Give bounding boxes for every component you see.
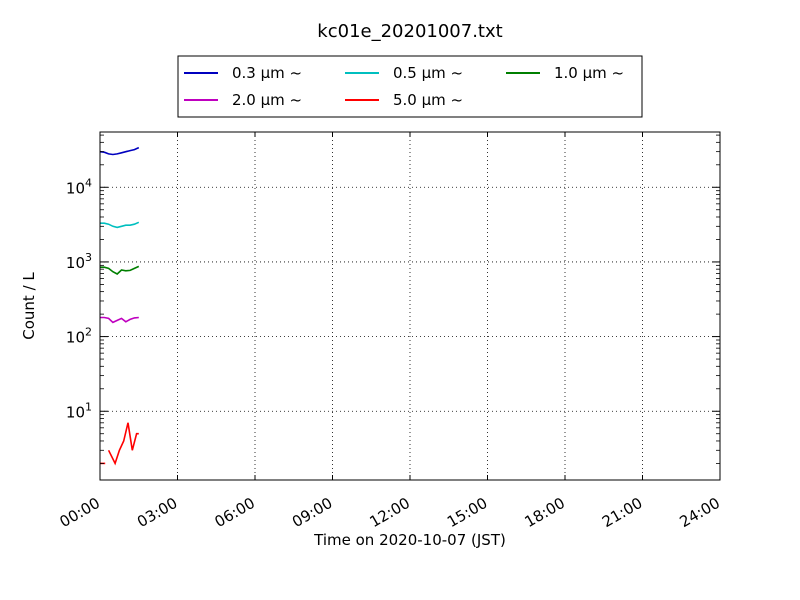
y-tick-label: 104	[66, 176, 92, 197]
series-line	[100, 221, 140, 229]
x-tick-label: 15:00	[444, 494, 490, 531]
y-tick-label: 101	[66, 400, 92, 421]
x-tick-label: 00:00	[57, 494, 103, 531]
axis-ticks: 00:00 03:00 06:00 09:00 12:00 15:00 18:00 21:00…	[57, 132, 723, 531]
y-axis-label: Count / L	[20, 272, 38, 340]
series-line	[100, 316, 139, 324]
x-tick-label: 03:00	[134, 494, 180, 531]
legend-label: 5.0 μm ~	[393, 91, 463, 109]
series-line	[107, 422, 139, 466]
x-tick-label: 09:00	[289, 494, 335, 531]
legend-label: 1.0 μm ~	[554, 64, 624, 82]
y-tick-label: 103	[66, 251, 92, 272]
series-line	[99, 146, 140, 156]
x-tick-label: 18:00	[522, 494, 568, 531]
grid	[100, 132, 720, 480]
x-tick-label: 06:00	[212, 494, 258, 531]
x-tick-label: 12:00	[367, 494, 413, 531]
y-tick-label: 102	[66, 326, 92, 347]
legend-label: 0.5 μm ~	[393, 64, 463, 82]
chart-title: kc01e_20201007.txt	[317, 21, 502, 42]
legend: 0.3 μm ~ 0.5 μm ~ 1.0 μm ~ 2.0 μm ~ 5.0 μm ~	[177, 55, 643, 118]
series-lines	[99, 146, 140, 466]
series-line	[100, 265, 140, 275]
legend-label: 2.0 μm ~	[232, 91, 302, 109]
plot-frame	[99, 131, 721, 481]
x-tick-label: 24:00	[677, 494, 723, 531]
x-axis-label: Time on 2020-10-07 (JST)	[313, 531, 506, 549]
legend-label: 0.3 μm ~	[232, 64, 302, 82]
legend-frame	[177, 55, 643, 118]
x-tick-label: 21:00	[599, 494, 645, 531]
